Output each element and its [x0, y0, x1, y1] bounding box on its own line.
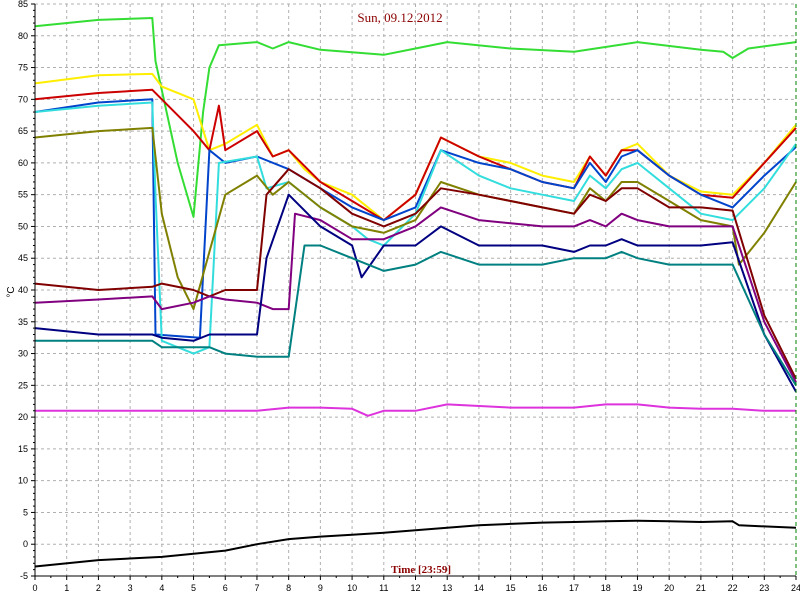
y-tick-label: 50 [18, 221, 28, 231]
x-tick-label: 8 [286, 583, 291, 593]
y-tick-label: 5 [23, 507, 28, 517]
series-line-5 [34, 101, 797, 355]
x-tick-label: 0 [32, 583, 37, 593]
series-line-9 [34, 193, 797, 393]
x-tick-label: 7 [254, 583, 259, 593]
x-tick-label: 24 [791, 583, 800, 593]
x-tick-label: 3 [128, 583, 133, 593]
axes [31, 3, 797, 580]
y-tick-label: 65 [18, 126, 28, 136]
x-tick-label: 18 [601, 583, 611, 593]
x-tick-label: 19 [632, 583, 642, 593]
y-tick-label: 35 [18, 317, 28, 327]
y-tick-label: 40 [18, 285, 28, 295]
y-axis-label: °C [6, 286, 17, 297]
series-group [34, 17, 797, 568]
series-line-8 [34, 206, 797, 383]
series-line-7 [34, 168, 797, 380]
x-axis-label: Time [23:59] [391, 564, 451, 576]
x-tick-label: 22 [728, 583, 738, 593]
y-tick-label: 15 [18, 444, 28, 454]
y-tick-label: 20 [18, 412, 28, 422]
tick-labels: 0 1 2 3 4 5 6 7 8 9 10 11 12 13 14 15 16 17 18 19 20 21 22 23 24… [18, 0, 800, 593]
x-tick-label: 17 [569, 583, 579, 593]
x-tick-label: 14 [474, 583, 484, 593]
y-tick-label: -5 [20, 571, 28, 581]
x-tick-label: 20 [664, 583, 674, 593]
x-tick-label: 5 [191, 583, 196, 593]
y-tick-label: 80 [18, 31, 28, 41]
series-line-11 [35, 403, 796, 417]
y-tick-label: 75 [18, 63, 28, 73]
chart-title: Sun, 09.12.2012 [357, 10, 442, 25]
x-tick-label: 12 [410, 583, 420, 593]
series-line-12 [34, 519, 797, 568]
x-tick-label: 15 [506, 583, 516, 593]
x-tick-label: 6 [223, 583, 228, 593]
series-line-10 [35, 244, 797, 386]
x-tick-label: 2 [96, 583, 101, 593]
x-tick-label: 23 [759, 583, 769, 593]
y-tick-label: 25 [18, 380, 28, 390]
x-tick-label: 10 [347, 583, 357, 593]
y-tick-label: 0 [23, 539, 28, 549]
x-tick-label: 21 [696, 583, 706, 593]
x-tick-label: 13 [442, 583, 452, 593]
x-tick-label: 4 [159, 583, 164, 593]
y-tick-label: 10 [18, 476, 28, 486]
y-tick-label: 85 [18, 0, 28, 9]
y-tick-label: 60 [18, 158, 28, 168]
x-tick-label: 11 [379, 583, 388, 593]
y-tick-label: 45 [18, 253, 28, 263]
y-tick-label: 30 [18, 349, 28, 359]
x-tick-label: 1 [64, 583, 69, 593]
x-tick-label: 9 [318, 583, 323, 593]
x-tick-label: 16 [537, 583, 547, 593]
series-line-1 [34, 17, 797, 218]
y-tick-label: 70 [18, 94, 28, 104]
y-tick-label: 55 [18, 190, 28, 200]
